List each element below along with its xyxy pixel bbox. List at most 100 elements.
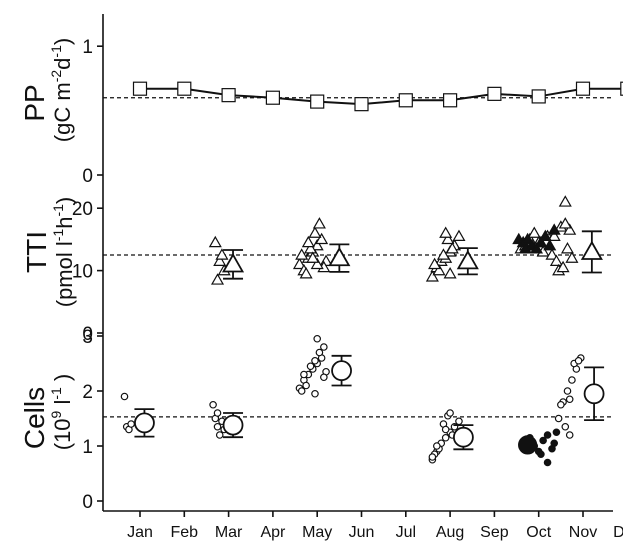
pp-mean-point [398,93,413,108]
tti-sample-point [560,242,575,254]
pp-mean-point [177,81,192,96]
cells-sample-point [561,422,570,431]
tti-sample-point [215,248,229,260]
pp-mean-line [140,87,623,106]
cells-mean-point [452,426,474,448]
pp-mean-point [221,88,236,103]
tti-sample-point [425,270,439,282]
tti-solid-point [518,242,532,254]
cells-sample-point [302,381,310,390]
cells-sample-point [563,387,572,395]
tti-solid-point [547,223,561,235]
tti-sample-point [452,229,466,242]
cells-y-tick-label-0: 0 [82,492,93,513]
pp-mean-point [443,93,458,108]
pp-ylabel-unit: (gC m-2d-1) [48,38,75,142]
axis-labels: PP (gC m-2d-1) TTI (pmol l-1h-1) Cells (… [19,38,77,450]
cells-sample-point [455,417,463,426]
cells-sample-point [428,453,437,461]
tti-sample-point [545,248,559,260]
pp-mean-point [132,81,148,96]
cells-y-tick-label-2: 2 [82,382,93,403]
cells-sample-point [554,414,563,423]
tti-sample-point [308,226,322,238]
tti-solid-point [538,229,552,242]
tti-y-tick-label-10: 10 [72,262,93,283]
tti-solid-point [529,242,544,254]
pp-y-tick-label-1: 1 [82,37,93,58]
cells-mean-point [331,360,352,382]
cells-solid-point [543,458,552,467]
tti-sample-point [432,263,446,276]
tti-y-tick-label-0: 0 [82,324,93,345]
cells-sample-point [306,362,315,371]
cells-sample-point [565,395,574,404]
x-tick-label-apr: Apr [260,524,286,541]
x-tick-label-mar: Mar [215,524,243,541]
axes-layer: JanFebMarAprMayJunJulAugSepOctNovDec0101… [72,14,623,541]
tti-sample-point [558,195,572,207]
x-tick-label-may: May [302,524,332,541]
pp-mean-point [354,97,369,112]
pp-mean-point [531,89,546,104]
cells-sample-point [557,400,565,409]
tti-sample-point [563,223,577,235]
pp-mean-point [265,90,280,105]
cells-sample-point [574,356,583,365]
cells-sample-point [213,409,222,417]
cells-sample-point [313,334,322,343]
pp-mean-point [487,86,502,101]
tti-y-tick-label-20: 20 [72,199,93,220]
pp-mean-point [620,81,623,96]
cells-sample-point [565,431,574,439]
tti-sample-point [301,235,315,248]
tti-sample-point [443,267,457,279]
cells-ylabel-unit: (109 l-1 ) [48,374,75,451]
x-tick-label-jul: Jul [396,524,416,541]
tti-sample-point [304,242,318,254]
cells-sample-point [320,343,328,351]
tti-solid-point [521,232,535,245]
tti-sample-point [527,226,541,238]
tti-ylabel-unit: (pmol l-1h-1) [50,197,77,308]
cells-mean-point [583,383,605,405]
pp-ylabel-title: PP [19,84,50,121]
tti-sample-point [315,232,329,245]
cells-ylabel-title: Cells [19,387,50,449]
tti-sample-point [565,251,579,263]
cells-solid-point [552,428,561,437]
axis-ticks: JanFebMarAprMayJunJulAugSepOctNovDec0101… [72,37,623,541]
tti-sample-point [292,257,307,270]
tti-solid-point [543,238,557,251]
data-marks [103,81,623,467]
cells-mean-point [222,414,244,436]
tti-sample-point [439,226,453,238]
cells-sample-point [441,433,450,442]
tti-sample-point [556,260,570,273]
tti-sample-point [310,257,324,270]
pp-y-tick-label-0: 0 [82,166,93,187]
x-tick-label-oct: Oct [526,524,551,541]
x-tick-label-feb: Feb [171,524,199,541]
tti-solid-point [534,235,548,248]
cells-sample-point [311,356,319,365]
tti-sample-point [310,238,324,251]
tti-sample-point [436,248,450,260]
x-tick-label-sep: Sep [480,524,509,541]
tti-sample-point [208,235,222,248]
cells-sample-point [300,370,308,379]
tti-sample-point [547,229,561,242]
tti-mean-point [221,253,245,273]
tti-mean-point [580,240,603,260]
cells-y-tick-label-3: 3 [82,327,93,348]
tti-sample-point [213,254,227,266]
cells-sample-point [446,409,454,417]
cells-sample-point [215,431,224,439]
x-tick-label-dec: Dec [613,524,623,541]
cells-solid-point [537,450,545,459]
cells-y-tick-label-1: 1 [82,437,93,458]
cells-solid-point [550,439,559,448]
tti-mean-point [328,246,351,267]
tti-sample-point [295,248,309,260]
tti-sample-point [299,267,313,279]
